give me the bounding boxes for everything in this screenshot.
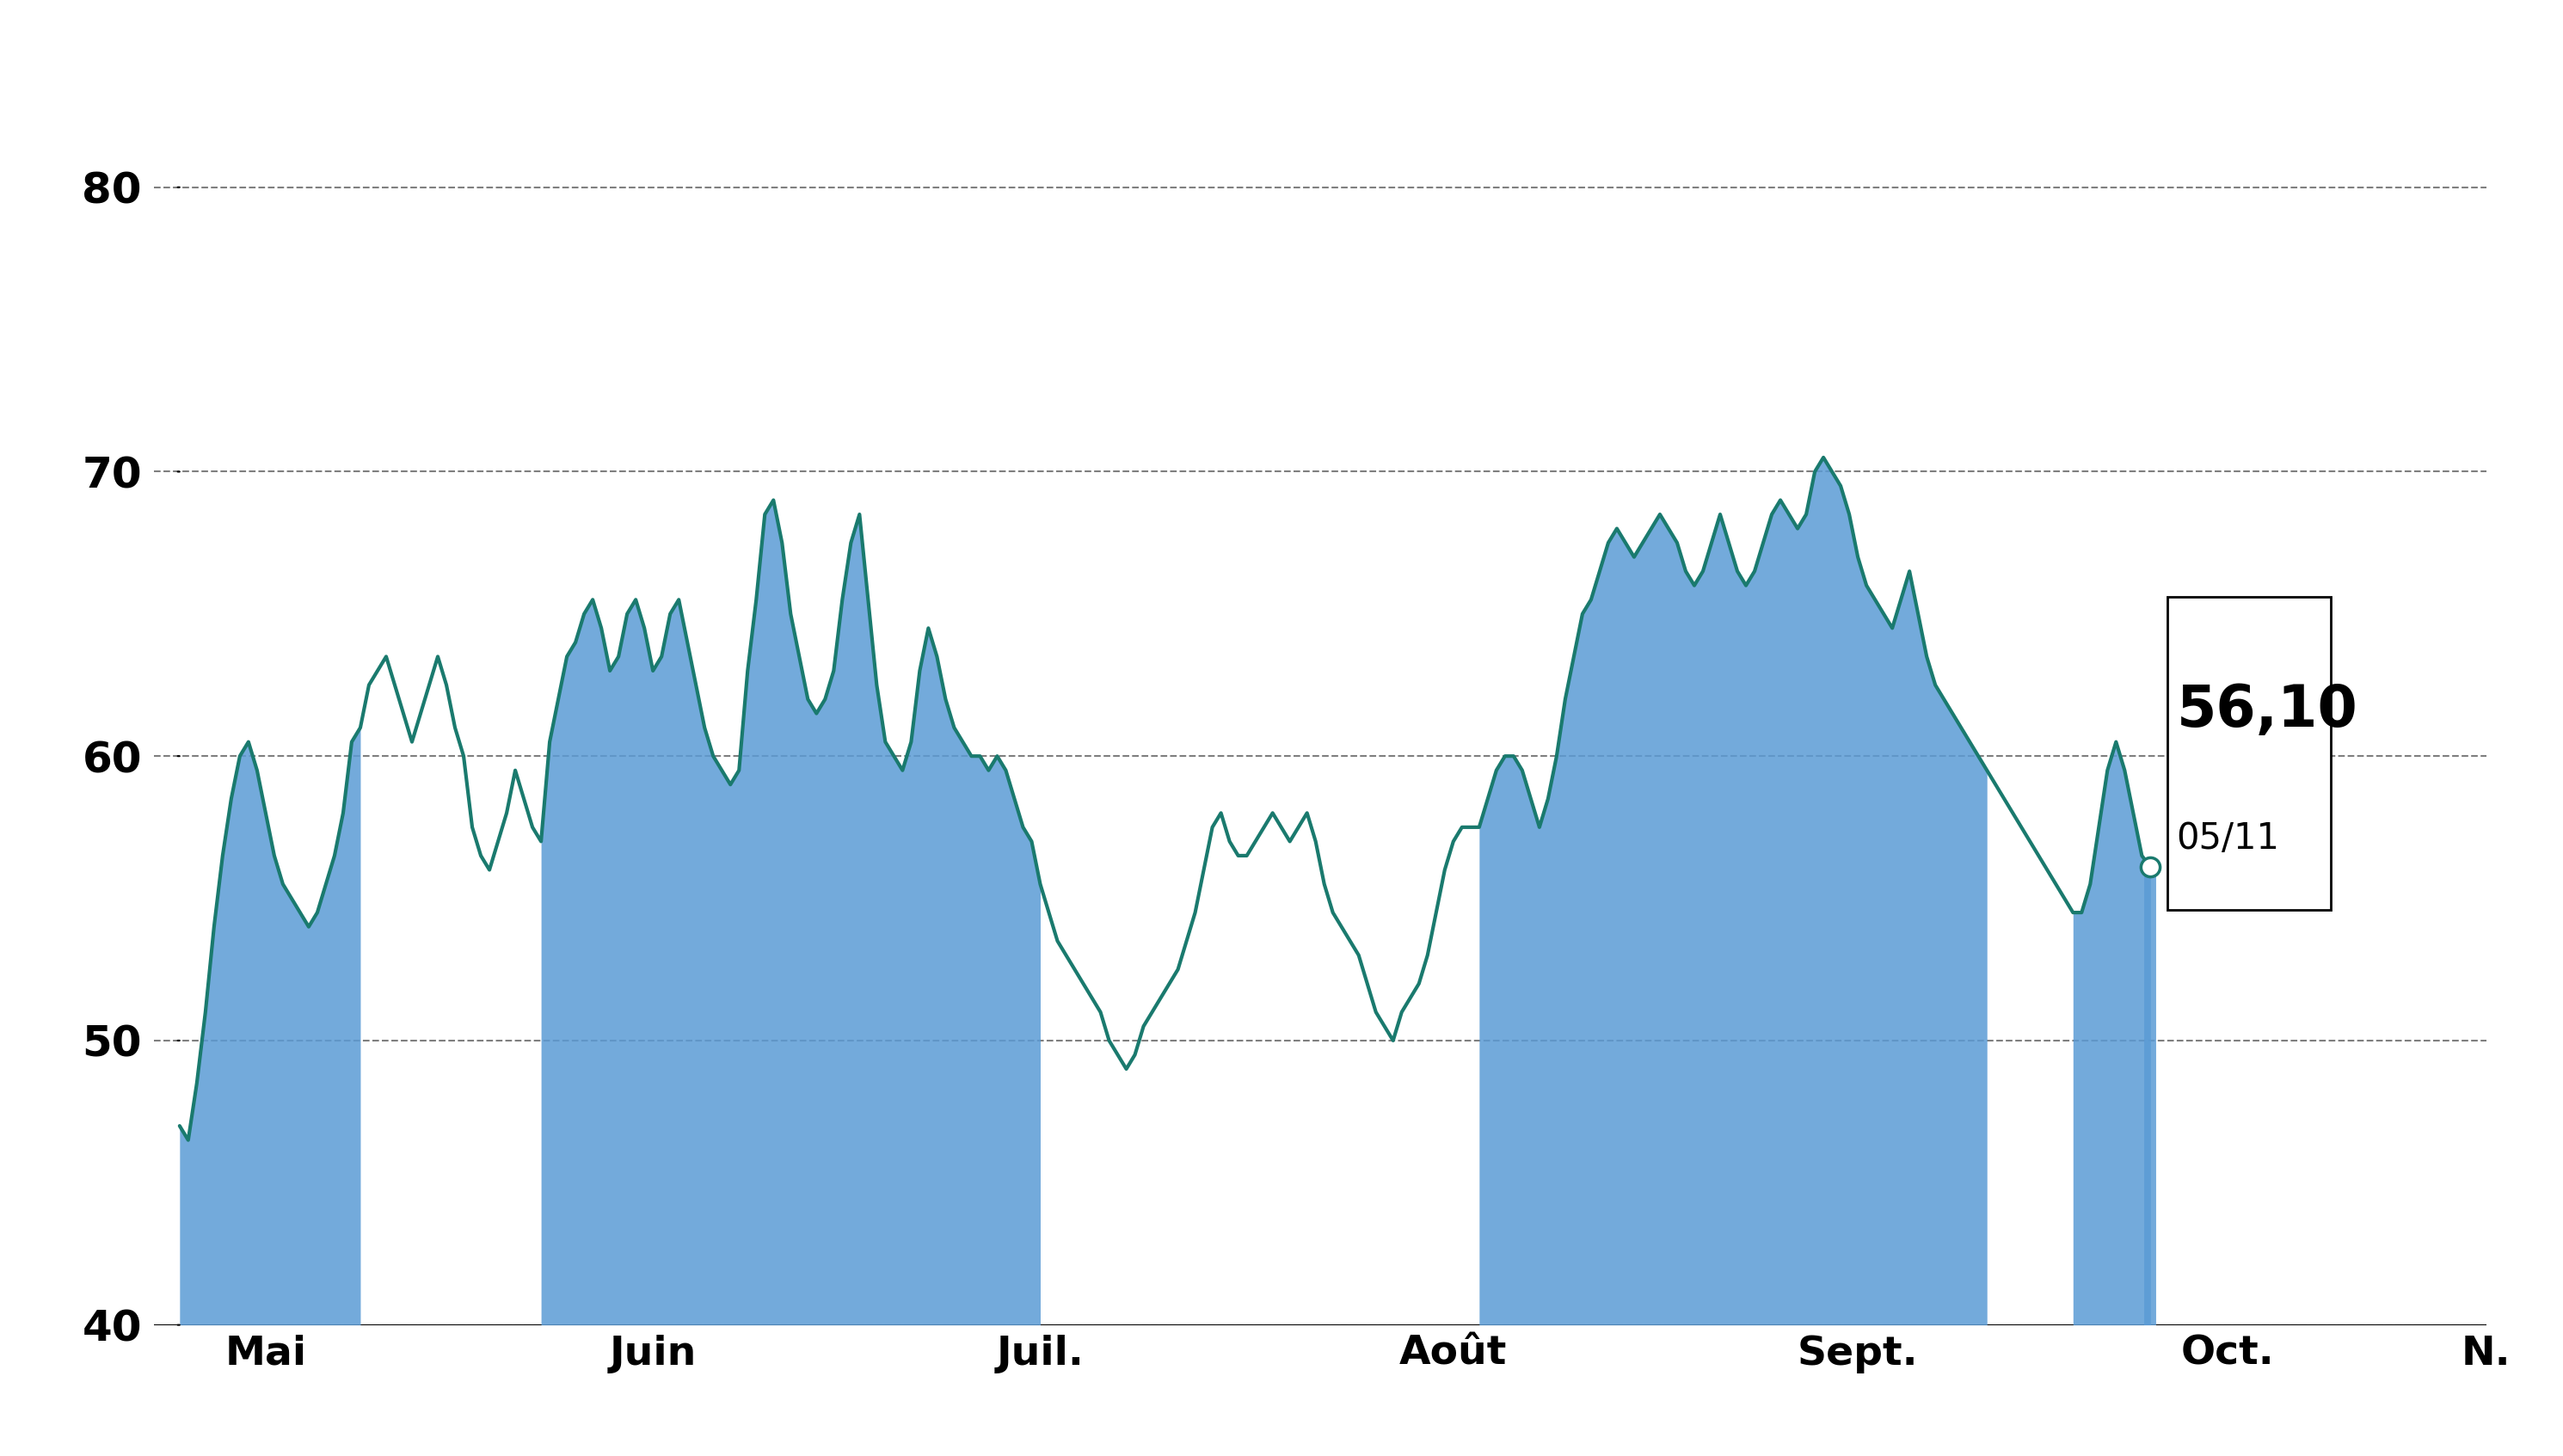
Text: SUESS MicroTec SE: SUESS MicroTec SE: [823, 10, 1740, 95]
Bar: [2168, 597, 2332, 910]
Text: 05/11: 05/11: [2176, 821, 2279, 856]
Text: 56,10: 56,10: [2176, 683, 2358, 740]
